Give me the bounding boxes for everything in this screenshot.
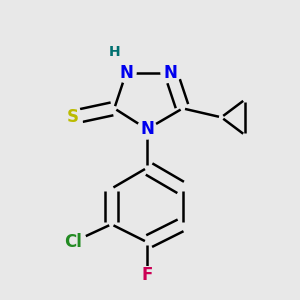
Circle shape	[116, 63, 136, 83]
Circle shape	[161, 63, 181, 83]
Circle shape	[139, 267, 155, 283]
Text: H: H	[109, 45, 120, 59]
Text: N: N	[140, 120, 154, 138]
Circle shape	[59, 228, 86, 256]
Text: Cl: Cl	[64, 233, 82, 251]
Text: N: N	[164, 64, 178, 82]
Circle shape	[107, 45, 122, 59]
Text: S: S	[67, 108, 79, 126]
Circle shape	[63, 107, 83, 127]
Text: N: N	[119, 64, 133, 82]
Circle shape	[137, 119, 157, 139]
Text: F: F	[141, 266, 153, 284]
